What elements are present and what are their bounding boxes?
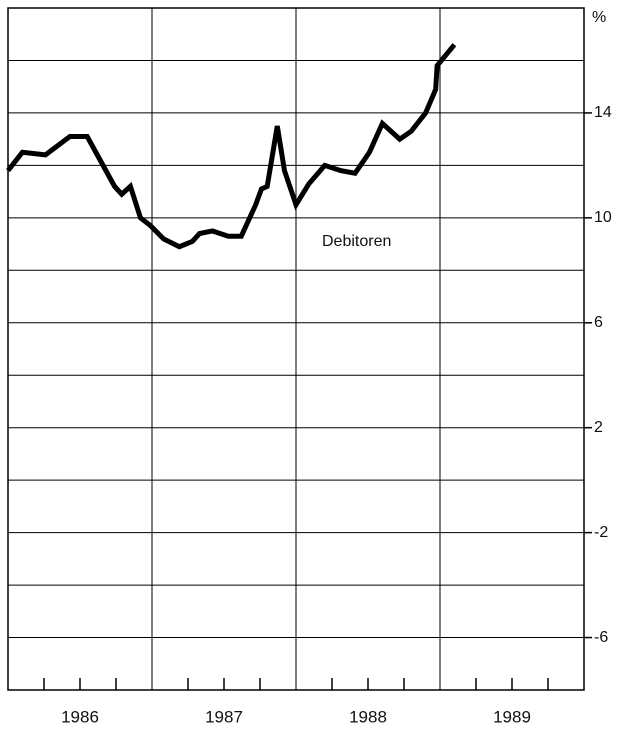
y-tick-label: 10 (594, 209, 612, 226)
y-axis-unit: % (592, 9, 606, 26)
x-tick-label: 1989 (493, 707, 531, 726)
y-tick-label: 14 (594, 104, 612, 121)
data-line (6, 43, 457, 250)
y-tick-label: 6 (594, 314, 603, 331)
x-tick-label: 1986 (61, 707, 99, 726)
y-tick-label: -6 (594, 629, 608, 646)
y-tick-label: 2 (594, 419, 603, 436)
annotation: Debitoren (322, 233, 391, 250)
y-tick-label: -2 (594, 524, 608, 541)
x-tick-label: 1987 (205, 707, 243, 726)
x-tick-label: 1988 (349, 707, 387, 726)
